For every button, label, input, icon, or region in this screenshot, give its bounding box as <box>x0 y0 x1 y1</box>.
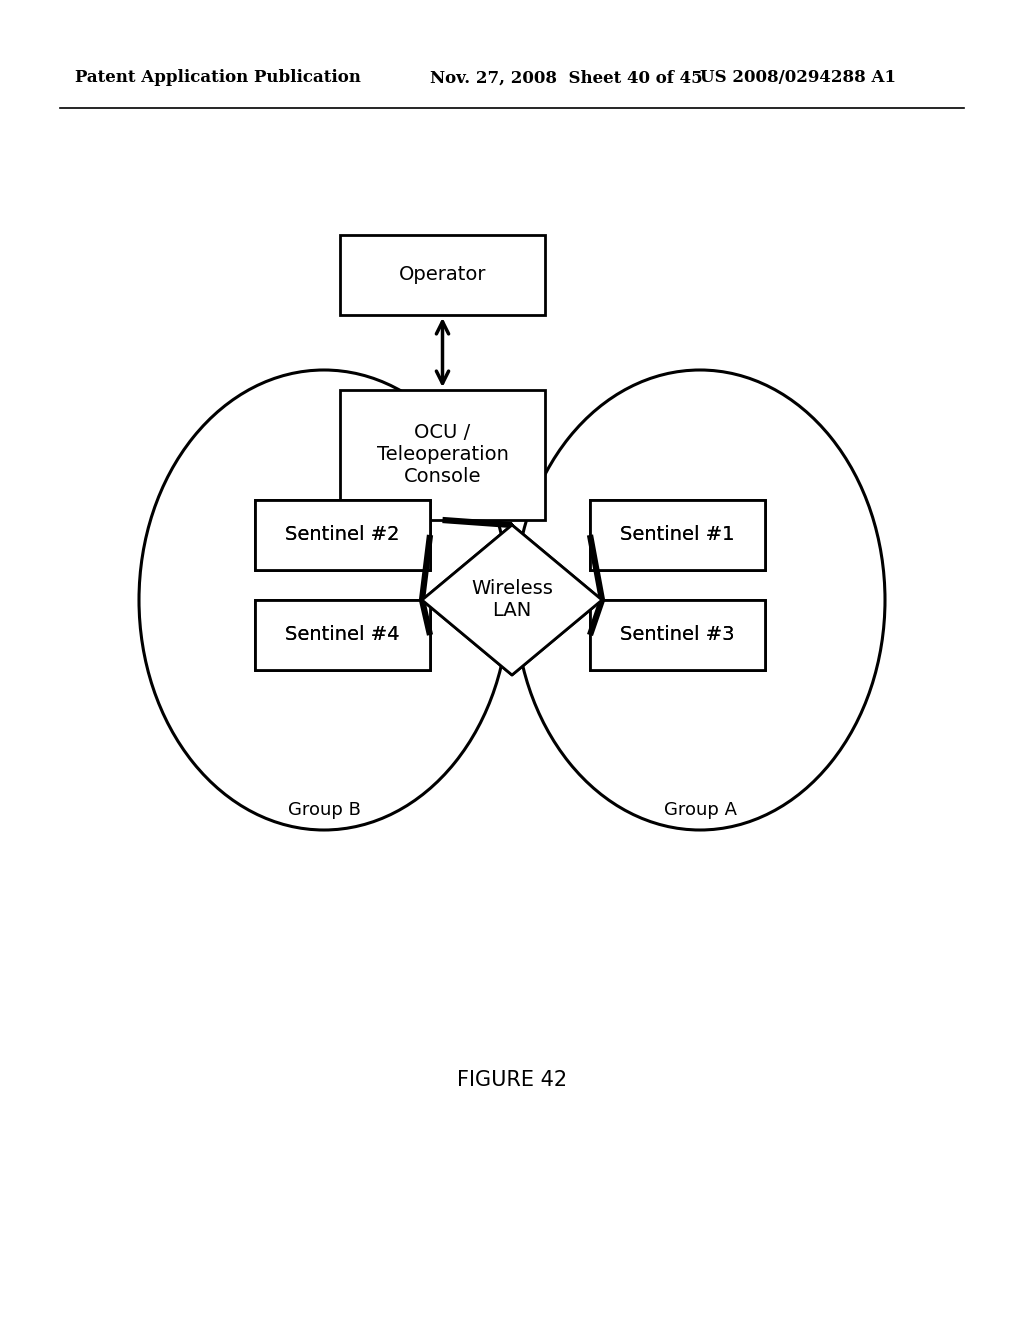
Text: FIGURE 42: FIGURE 42 <box>457 1071 567 1090</box>
Text: Group B: Group B <box>288 801 360 818</box>
Bar <box>340 235 545 315</box>
Text: Group A: Group A <box>664 801 736 818</box>
Bar <box>255 601 430 671</box>
Polygon shape <box>422 525 602 675</box>
Text: US 2008/0294288 A1: US 2008/0294288 A1 <box>700 70 896 87</box>
Bar <box>255 601 430 671</box>
Bar <box>255 500 430 570</box>
Bar <box>340 389 545 520</box>
Text: Sentinel #4: Sentinel #4 <box>286 626 399 644</box>
Bar <box>255 500 430 570</box>
FancyArrowPatch shape <box>436 322 449 383</box>
Bar <box>590 500 765 570</box>
Text: Sentinel #1: Sentinel #1 <box>621 525 735 544</box>
Bar <box>590 500 765 570</box>
Polygon shape <box>422 525 602 675</box>
Text: Sentinel #2: Sentinel #2 <box>286 525 399 544</box>
Bar <box>590 601 765 671</box>
Text: OCU /
Teleoperation
Console: OCU / Teleoperation Console <box>377 424 509 487</box>
Bar <box>590 601 765 671</box>
Text: Sentinel #1: Sentinel #1 <box>621 525 735 544</box>
Text: Sentinel #2: Sentinel #2 <box>286 525 399 544</box>
Text: Sentinel #3: Sentinel #3 <box>621 626 735 644</box>
Text: Sentinel #3: Sentinel #3 <box>621 626 735 644</box>
Text: Wireless
LAN: Wireless LAN <box>471 579 553 620</box>
Text: Nov. 27, 2008  Sheet 40 of 45: Nov. 27, 2008 Sheet 40 of 45 <box>430 70 702 87</box>
Text: Sentinel #4: Sentinel #4 <box>286 626 399 644</box>
Text: Wireless
LAN: Wireless LAN <box>471 579 553 620</box>
Text: Operator: Operator <box>398 265 486 285</box>
Text: Patent Application Publication: Patent Application Publication <box>75 70 360 87</box>
